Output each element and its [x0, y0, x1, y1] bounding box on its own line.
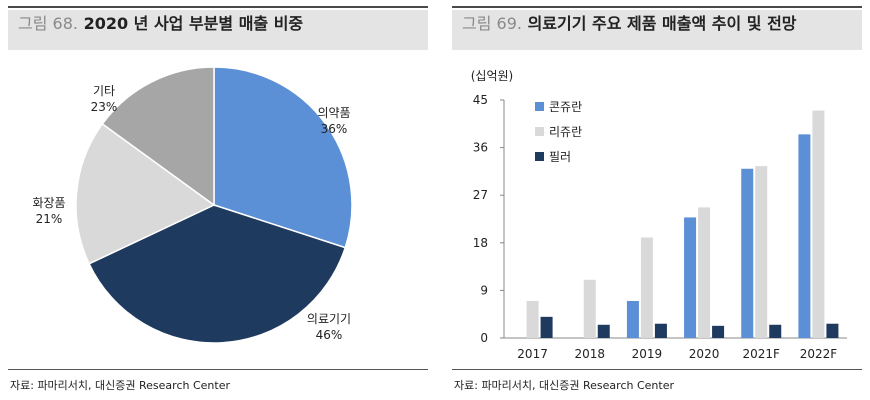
bar-panel-title-bar — [452, 10, 862, 50]
pie-figure-label: 그림 68. — [18, 14, 78, 33]
legend-label-0: 콘쥬란 — [549, 100, 582, 114]
pie-slice-label-0: 의약품 — [317, 105, 350, 120]
bar-panel-top-rule — [452, 6, 862, 8]
pie-slice-pct-3: 23% — [91, 100, 118, 114]
bar-source-note: 자료: 파마리서치, 대신증권 Research Center — [454, 379, 674, 392]
x-tick-label-1: 2018 — [574, 347, 605, 361]
legend-label-2: 필러 — [549, 150, 571, 164]
bar-1-2 — [640, 237, 653, 338]
bar-2-2 — [654, 323, 667, 338]
y-tick-label-3: 27 — [473, 188, 488, 202]
x-tick-label-2: 2019 — [632, 347, 663, 361]
y-tick-label-1: 9 — [480, 283, 488, 297]
bar-title-text: 의료기기 주요 제품 매출액 추이 및 전망 — [527, 14, 797, 33]
bar-1-1 — [583, 279, 596, 338]
y-tick-label-4: 36 — [473, 141, 488, 155]
bar-2-5 — [826, 323, 839, 338]
legend-swatch-0 — [535, 102, 544, 111]
bar-0-4 — [741, 168, 754, 338]
bar-0-2 — [626, 300, 639, 338]
bar-1-3 — [698, 207, 711, 338]
pie-panel-top-rule — [8, 6, 428, 8]
pie-source-note: 자료: 파마리서치, 대신증권 Research Center — [10, 379, 230, 392]
pie-slice-label-2: 화장품 — [32, 196, 65, 210]
pie-slice-3 — [101, 66, 215, 207]
pie-title-text: 2020 년 사업 부분별 매출 비중 — [83, 14, 304, 33]
y-unit-label: (십억원) — [471, 69, 513, 83]
x-tick-label-0: 2017 — [517, 347, 548, 361]
x-tick-label-5: 2022F — [800, 347, 838, 361]
bar-2-0 — [540, 316, 553, 338]
y-tick-label-0: 0 — [480, 331, 488, 345]
bar-0-3 — [684, 217, 697, 338]
bar-chart: (십억원) 0 9 18 27 36 45 2017 2018 2019 2020 2021F 2022… — [471, 69, 847, 361]
y-tick-label-2: 18 — [473, 236, 488, 250]
bar-1-4 — [755, 166, 768, 338]
bar-2-4 — [769, 324, 782, 338]
bar-2-3 — [712, 325, 725, 338]
pie-slice-pct-1: 46% — [316, 328, 343, 342]
bar-1-5 — [812, 110, 825, 338]
bar-source-rule — [452, 369, 862, 370]
bar-1-0 — [526, 300, 539, 338]
pie-panel-title-bar — [8, 10, 428, 50]
x-tick-label-4: 2021F — [743, 347, 781, 361]
pie-slice-2 — [75, 122, 216, 265]
pie-slice-label-3: 기타 — [93, 84, 115, 98]
bar-figure-label: 그림 69. — [462, 14, 522, 33]
pie-slice-label-1: 의료기기 — [307, 312, 351, 326]
bar-0-5 — [798, 134, 811, 338]
pie-slice-1 — [88, 204, 347, 344]
pie-slice-0 — [213, 66, 353, 249]
y-tick-label-5: 45 — [473, 93, 488, 107]
legend-swatch-2 — [535, 152, 544, 161]
bar-2-1 — [597, 324, 610, 338]
bar-panel-title: 그림 69. 의료기기 주요 제품 매출액 추이 및 전망 — [462, 10, 797, 34]
legend-swatch-1 — [535, 127, 544, 136]
pie-source-rule — [8, 369, 428, 370]
x-tick-label-3: 2020 — [689, 347, 720, 361]
pie-panel-title: 그림 68. 2020 년 사업 부분별 매출 비중 — [18, 10, 303, 34]
pie-slice-pct-2: 21% — [36, 212, 63, 226]
pie-chart: 의약품 36% 의료기기 46% 화장품 21% 기타 23% — [32, 66, 353, 344]
pie-slice-pct-0: 36% — [321, 122, 348, 136]
legend-label-1: 리쥬란 — [549, 125, 582, 139]
